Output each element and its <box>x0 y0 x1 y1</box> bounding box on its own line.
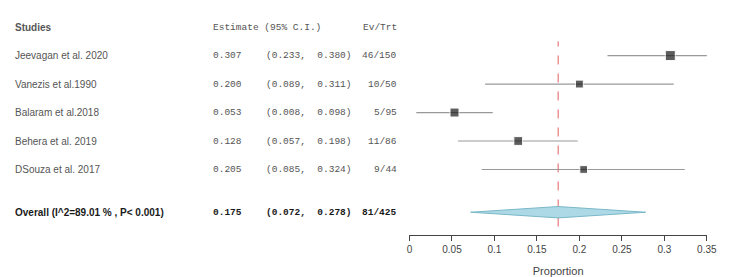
svg-text:Overall (I^2=89.01 % , P< 0.00: Overall (I^2=89.01 % , P< 0.001) <box>15 207 164 218</box>
svg-text:(0.085, 0.324): (0.085, 0.324) <box>266 164 352 175</box>
svg-text:5/95: 5/95 <box>374 107 397 118</box>
svg-text:Proportion: Proportion <box>533 265 584 277</box>
svg-text:(0.008, 0.098): (0.008, 0.098) <box>266 107 352 118</box>
svg-text:0.205: 0.205 <box>213 164 242 175</box>
svg-text:0.15: 0.15 <box>527 244 547 255</box>
svg-text:0.3: 0.3 <box>657 244 671 255</box>
svg-text:0: 0 <box>407 244 413 255</box>
svg-text:0.307: 0.307 <box>213 50 242 61</box>
svg-text:(0.072, 0.278): (0.072, 0.278) <box>266 207 352 218</box>
svg-text:0.128: 0.128 <box>213 136 242 147</box>
svg-text:0.200: 0.200 <box>213 79 242 90</box>
svg-text:DSouza et al. 2017: DSouza et al. 2017 <box>15 164 100 175</box>
svg-text:9/44: 9/44 <box>374 164 397 175</box>
svg-text:10/50: 10/50 <box>368 79 397 90</box>
svg-text:Ev/Trt: Ev/Trt <box>363 22 397 33</box>
svg-text:Studies: Studies <box>15 22 52 33</box>
svg-text:0.25: 0.25 <box>612 244 632 255</box>
svg-text:Estimate (95% C.I.): Estimate (95% C.I.) <box>213 22 321 33</box>
svg-text:(0.057, 0.198): (0.057, 0.198) <box>266 136 352 147</box>
svg-text:Balaram et al.2018: Balaram et al.2018 <box>15 107 99 118</box>
svg-text:Behera et al. 2019: Behera et al. 2019 <box>15 136 97 147</box>
svg-text:(0.233, 0.380): (0.233, 0.380) <box>266 50 352 61</box>
svg-text:0.053: 0.053 <box>213 107 242 118</box>
svg-text:0.1: 0.1 <box>487 244 501 255</box>
svg-text:(0.089, 0.311): (0.089, 0.311) <box>266 79 352 90</box>
svg-text:0.05: 0.05 <box>442 244 462 255</box>
svg-text:Vanezis et al.1990: Vanezis et al.1990 <box>15 79 97 90</box>
svg-text:0.2: 0.2 <box>572 244 586 255</box>
svg-text:11/86: 11/86 <box>368 136 397 147</box>
svg-text:Jeevagan et al. 2020: Jeevagan et al. 2020 <box>15 50 108 61</box>
svg-text:81/425: 81/425 <box>362 207 397 218</box>
svg-text:0.35: 0.35 <box>697 244 717 255</box>
svg-text:0.175: 0.175 <box>213 207 242 218</box>
svg-text:46/150: 46/150 <box>362 50 397 61</box>
